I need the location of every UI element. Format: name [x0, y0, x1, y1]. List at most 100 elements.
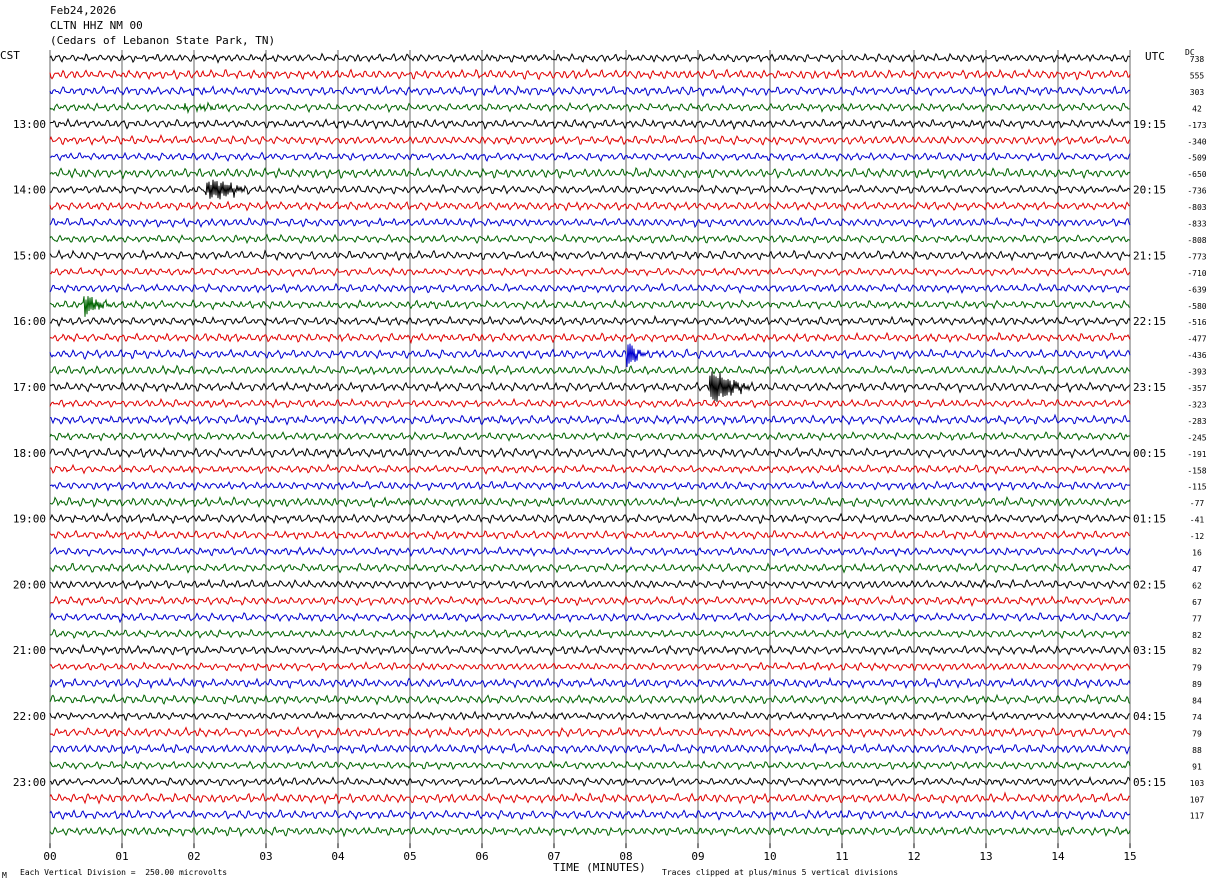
dc-offset-label: 82 [1192, 631, 1202, 640]
station-code: CLTN HHZ NM 00 [50, 19, 143, 32]
right-hour-label: 03:15 [1133, 644, 1166, 657]
dc-offset-label: -808 [1187, 236, 1206, 245]
dc-offset-label: -436 [1187, 351, 1206, 360]
trace-44 [49, 776, 1131, 788]
trace-21 [49, 397, 1131, 409]
corner-mark: M [2, 871, 7, 880]
trace-38 [49, 676, 1131, 690]
right-hour-label: 05:15 [1133, 776, 1166, 789]
dc-offset-label: 77 [1192, 614, 1202, 623]
trace-24 [49, 446, 1131, 460]
dc-offset-label: -323 [1187, 400, 1206, 409]
x-tick-label: 00 [43, 850, 56, 863]
x-tick-label: 10 [763, 850, 776, 863]
trace-33 [49, 594, 1131, 608]
trace-0 [49, 52, 1131, 64]
dc-offset-label: -477 [1187, 335, 1206, 344]
right-timezone-label: UTC [1145, 50, 1165, 63]
dc-offset-label: -833 [1187, 220, 1206, 229]
plot-date: Feb24,2026 [50, 4, 117, 17]
dc-offset-label: -115 [1187, 483, 1206, 492]
trace-7 [49, 166, 1131, 180]
trace-32 [49, 578, 1131, 591]
dc-offset-label: -650 [1187, 170, 1206, 179]
trace-6 [49, 151, 1131, 162]
left-hour-label: 20:00 [13, 578, 46, 591]
x-axis-title: TIME (MINUTES) [553, 861, 646, 874]
plot-grid [49, 50, 1131, 844]
dc-offset-label: 47 [1192, 565, 1202, 574]
trace-13 [49, 266, 1131, 278]
trace-37 [49, 661, 1131, 673]
trace-46 [49, 809, 1131, 821]
dc-offset-label: 79 [1192, 664, 1202, 673]
x-tick-label: 07 [547, 850, 560, 863]
dc-offset-label: -357 [1187, 384, 1206, 393]
x-tick-label: 08 [619, 850, 632, 863]
x-tick-label: 01 [115, 850, 128, 863]
dc-offset-label: -173 [1187, 121, 1206, 130]
dc-offset-label: 103 [1190, 779, 1205, 788]
left-hour-label: 16:00 [13, 315, 46, 328]
trace-41 [49, 726, 1131, 739]
dc-offset-label: -41 [1190, 516, 1205, 525]
dc-offset-label: 74 [1192, 713, 1202, 722]
clipping-note: Traces clipped at plus/minus 5 vertical … [662, 868, 899, 877]
dc-offset-label: 82 [1192, 647, 1202, 656]
x-tick-label: 13 [979, 850, 992, 863]
seismic-traces [49, 52, 1131, 838]
dc-offset-label: -245 [1187, 433, 1206, 442]
left-hour-label: 13:00 [13, 118, 46, 131]
x-tick-label: 04 [331, 850, 345, 863]
dc-offset-label: -77 [1190, 499, 1205, 508]
trace-45 [49, 791, 1131, 805]
trace-20 [49, 371, 1131, 402]
dc-offset-label: 107 [1190, 795, 1205, 804]
trace-31 [49, 562, 1131, 574]
trace-35 [49, 628, 1131, 640]
trace-2 [49, 84, 1131, 98]
dc-offset-label: 91 [1192, 762, 1202, 771]
dc-offset-label: 89 [1192, 680, 1202, 689]
dc-offset-label: -773 [1187, 252, 1206, 261]
dc-offset-label: 16 [1192, 549, 1202, 558]
right-hour-label: 04:15 [1133, 710, 1166, 723]
dc-offset-label: -639 [1187, 285, 1206, 294]
vertical-division-note: Each Vertical Division = 250.00 microvol… [20, 868, 228, 877]
dc-offset-label: 738 [1190, 55, 1205, 64]
dc-offset-label: -340 [1187, 137, 1206, 146]
dc-offset-label: -393 [1187, 368, 1206, 377]
dc-offset-label: -12 [1190, 532, 1205, 541]
dc-offset-header: DC [1185, 48, 1195, 57]
trace-23 [49, 431, 1130, 442]
x-tick-label: 09 [691, 850, 704, 863]
dc-offset-label: -710 [1187, 269, 1206, 278]
trace-39 [49, 693, 1131, 706]
right-hour-label: 21:15 [1133, 249, 1166, 262]
trace-22 [50, 413, 1131, 426]
dc-offset-label: 42 [1192, 104, 1202, 113]
trace-18 [49, 343, 1131, 368]
trace-27 [49, 495, 1131, 509]
trace-5 [49, 133, 1131, 147]
dc-offset-label: -191 [1187, 450, 1206, 459]
trace-43 [49, 759, 1131, 771]
dc-offset-label: -803 [1187, 203, 1206, 212]
trace-4 [49, 117, 1131, 131]
trace-47 [49, 825, 1131, 838]
trace-1 [49, 68, 1131, 81]
trace-17 [49, 331, 1131, 345]
right-hour-label: 23:15 [1133, 381, 1166, 394]
dc-offset-label: -736 [1187, 187, 1206, 196]
left-hour-label: 23:00 [13, 776, 46, 789]
dc-offset-label: 303 [1190, 88, 1205, 97]
right-hour-label: 22:15 [1133, 315, 1166, 328]
trace-12 [49, 249, 1131, 262]
dc-offset-label: -283 [1187, 417, 1206, 426]
x-tick-label: 14 [1051, 850, 1065, 863]
left-hour-label: 18:00 [13, 447, 46, 460]
trace-30 [49, 546, 1131, 558]
right-hour-label: 01:15 [1133, 513, 1166, 526]
trace-8 [49, 179, 1131, 200]
trace-40 [49, 710, 1130, 722]
